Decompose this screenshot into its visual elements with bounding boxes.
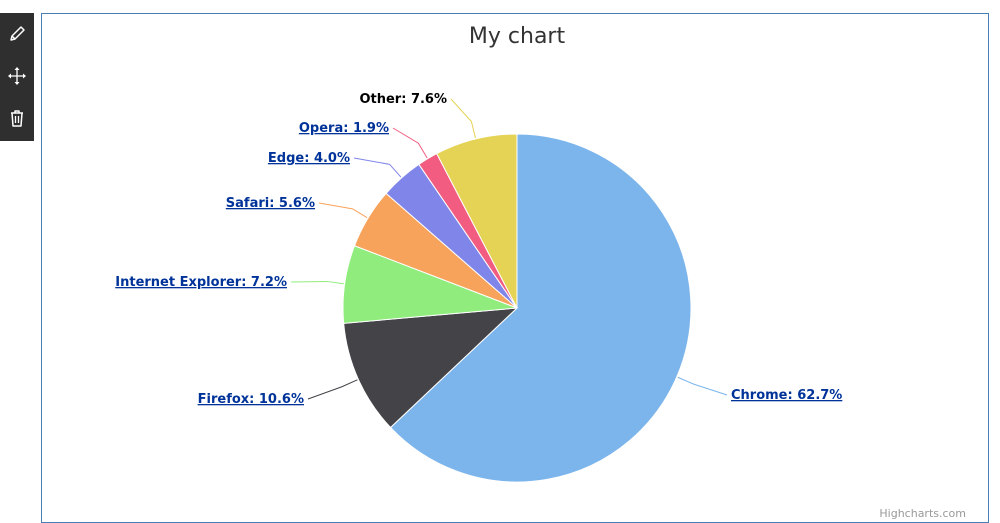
pie-slice-other[interactable] xyxy=(436,133,518,309)
connector-edge xyxy=(353,157,402,178)
pie-chart: My chart Chrome: 62.7% Firefox: 10.6% Inte… xyxy=(115,24,842,483)
data-label-edge[interactable]: Edge: 4.0% xyxy=(268,151,350,166)
connector-other xyxy=(450,98,476,139)
label-connectors xyxy=(290,98,728,400)
data-label-opera[interactable]: Opera: 1.9% xyxy=(299,121,389,136)
delete-icon[interactable] xyxy=(0,97,34,139)
chart-toolbar xyxy=(0,13,34,141)
edit-icon[interactable] xyxy=(0,13,34,55)
credits-link[interactable]: Highcharts.com xyxy=(879,507,966,520)
chart-title: My chart xyxy=(469,24,566,49)
pie-slice-chrome[interactable] xyxy=(389,133,692,483)
connector-opera xyxy=(392,127,428,159)
pie-slice-firefox[interactable] xyxy=(343,307,519,429)
connector-chrome xyxy=(677,376,728,396)
chart-container: My chart Chrome: 62.7% Firefox: 10.6% Inte… xyxy=(41,13,989,523)
connector-safari xyxy=(318,202,368,219)
data-label-internet-explorer[interactable]: Internet Explorer: 7.2% xyxy=(115,275,287,290)
data-label-safari[interactable]: Safari: 5.6% xyxy=(226,196,315,211)
move-icon[interactable] xyxy=(0,55,34,97)
data-labels: Chrome: 62.7% Firefox: 10.6% Internet Expl… xyxy=(115,92,842,407)
connector-firefox xyxy=(307,379,358,400)
data-label-firefox[interactable]: Firefox: 10.6% xyxy=(198,392,304,407)
connector-internet-explorer xyxy=(290,280,344,285)
pie-slices xyxy=(342,133,692,483)
data-label-chrome[interactable]: Chrome: 62.7% xyxy=(731,388,842,403)
data-label-other: Other: 7.6% xyxy=(359,92,447,107)
